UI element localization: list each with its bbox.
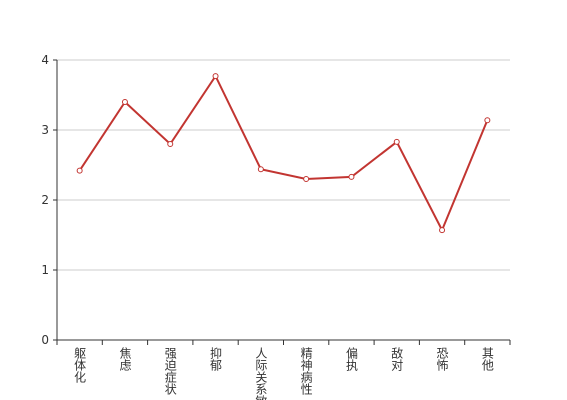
point — [393, 138, 400, 145]
point — [439, 227, 446, 234]
x-tick-label: 焦虑 — [118, 347, 132, 371]
x-tick-label: 敌对 — [390, 346, 404, 371]
y-tick-label: 1 — [41, 263, 49, 277]
point — [303, 176, 310, 182]
point — [212, 73, 219, 80]
point — [484, 117, 491, 124]
x-tick-label: 抑郁 — [209, 346, 223, 372]
point — [167, 141, 174, 147]
y-tick-label: 3 — [41, 123, 49, 137]
line — [78, 74, 489, 233]
x-tick-label: 其他 — [480, 347, 494, 371]
x-tick-label: 强迫症状 — [163, 347, 177, 395]
y-tick-label: 4 — [41, 53, 49, 67]
point — [121, 99, 128, 105]
x-tick-label: 恐怖 — [435, 347, 449, 371]
x-tick-label: 躯体化 — [73, 346, 87, 384]
x-tick-label: 人际关系敏感 — [254, 347, 268, 400]
point — [257, 166, 264, 173]
y-tick-label: 0 — [41, 333, 49, 347]
y-tick-label: 2 — [41, 193, 49, 207]
point — [76, 167, 83, 174]
x-tick-label: 精神病性 — [299, 347, 313, 396]
x-tick-label: 偏执 — [344, 346, 358, 372]
point — [348, 173, 355, 180]
